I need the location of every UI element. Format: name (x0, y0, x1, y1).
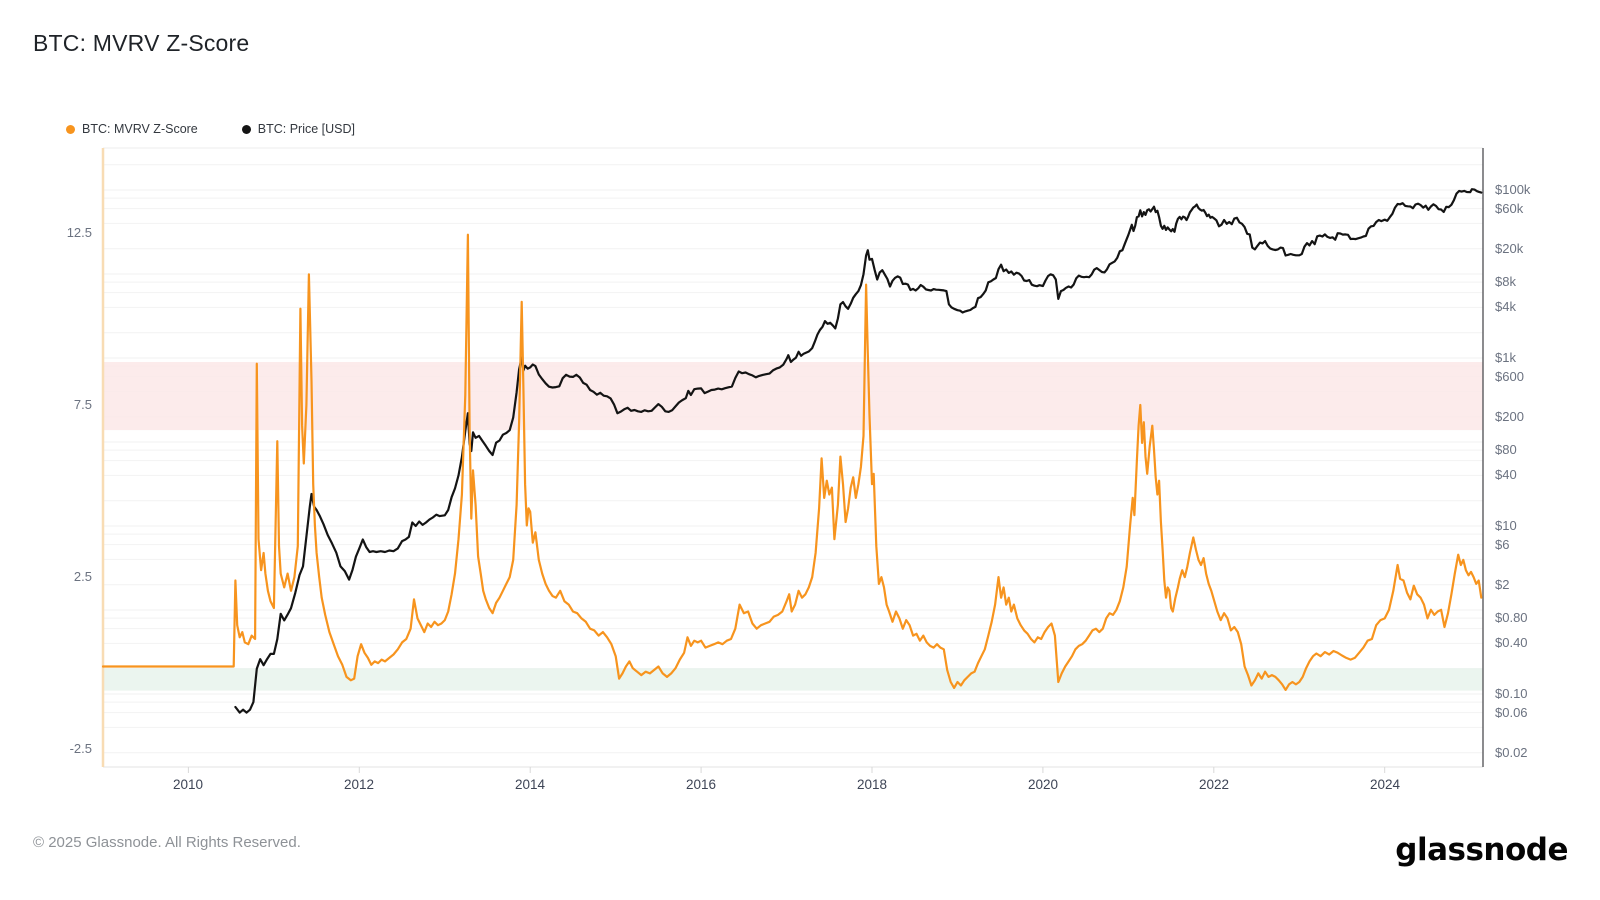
y-left-tick-label: 2.5 (73, 569, 92, 584)
y-left-tick-label: -2.5 (69, 741, 92, 756)
legend-item-price[interactable]: BTC: Price [USD] (241, 122, 356, 136)
x-tick-label: 2018 (856, 777, 888, 792)
overvalued-band (103, 362, 1483, 431)
y-right-tick-label: $4k (1495, 299, 1516, 314)
y-right-tick-label: $20k (1495, 241, 1524, 256)
undervalued-band (103, 668, 1483, 691)
y-right-tick-label: $0.02 (1495, 745, 1528, 760)
x-tick-label: 2022 (1198, 777, 1230, 792)
legend-label-price: BTC: Price [USD] (257, 122, 356, 136)
btc-price-line (234, 188, 1483, 714)
y-right-tick-label: $1k (1495, 350, 1516, 365)
y-right-tick-label: $600 (1495, 369, 1524, 384)
legend-label-mvrv: BTC: MVRV Z-Score (82, 122, 198, 136)
price-series-dot-icon (241, 124, 251, 134)
x-tick-label: 2020 (1027, 777, 1059, 792)
y-right-tick-label: $200 (1495, 409, 1524, 424)
x-tick-label: 2010 (172, 777, 204, 792)
y-right-tick-label: $0.40 (1495, 635, 1528, 650)
x-tick-label: 2024 (1369, 777, 1401, 792)
y-right-tick-label: $0.06 (1495, 705, 1528, 720)
y-right-tick-label: $100k (1495, 182, 1531, 197)
plot-area[interactable] (103, 148, 1483, 767)
x-tick-label: 2012 (343, 777, 375, 792)
y-right-tick-label: $80 (1495, 442, 1517, 457)
copyright-text: © 2025 Glassnode. All Rights Reserved. (33, 834, 301, 851)
y-right-tick-label: $2 (1495, 577, 1510, 592)
y-right-tick-label: $8k (1495, 274, 1516, 289)
y-right-tick-label: $0.10 (1495, 686, 1528, 701)
y-right-tick-label: $60k (1495, 201, 1524, 216)
x-tick-label: 2016 (685, 777, 717, 792)
glassnode-logo: glassnode (1395, 832, 1568, 868)
y-right-tick-label: $0.80 (1495, 610, 1528, 625)
y-left-tick-label: 12.5 (66, 225, 92, 240)
x-tick-label: 2014 (514, 777, 546, 792)
legend-item-mvrv[interactable]: BTC: MVRV Z-Score (66, 122, 198, 136)
y-left-tick-label: 7.5 (73, 397, 92, 412)
mvrv-series-dot-icon (66, 124, 75, 134)
page-title: BTC: MVRV Z-Score (33, 30, 250, 56)
y-right-tick-label: $10 (1495, 518, 1517, 533)
y-right-tick-label: $6 (1495, 537, 1510, 552)
mvrv-zscore-line (101, 233, 1483, 691)
chart-legend: BTC: MVRV Z-Score BTC: Price [USD] (66, 122, 355, 136)
y-right-tick-label: $40 (1495, 467, 1517, 482)
